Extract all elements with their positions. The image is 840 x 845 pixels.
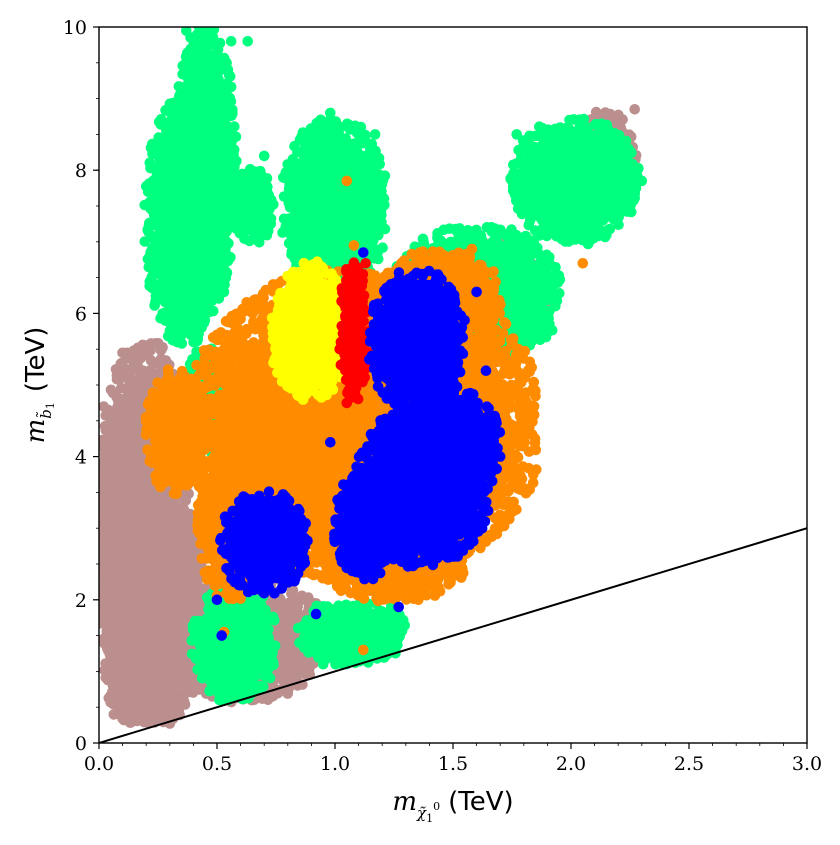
data-points-layer bbox=[99, 27, 648, 729]
data-point bbox=[99, 401, 109, 412]
data-point bbox=[214, 37, 226, 49]
data-point bbox=[225, 81, 237, 93]
data-point bbox=[225, 251, 236, 263]
data-point bbox=[224, 69, 235, 81]
data-point bbox=[128, 396, 139, 407]
data-point bbox=[122, 347, 133, 359]
data-point bbox=[208, 27, 220, 35]
data-point bbox=[282, 687, 294, 699]
data-point bbox=[228, 144, 240, 155]
data-point bbox=[629, 104, 640, 115]
data-point bbox=[230, 131, 242, 143]
data-point bbox=[139, 477, 151, 489]
data-point bbox=[617, 114, 628, 125]
data-point bbox=[229, 121, 240, 132]
data-point bbox=[140, 340, 152, 351]
data-point bbox=[179, 699, 191, 710]
data-point bbox=[221, 57, 232, 68]
data-point bbox=[107, 698, 119, 710]
data-point bbox=[224, 92, 236, 104]
data-point bbox=[168, 512, 180, 523]
data-point bbox=[157, 342, 168, 353]
